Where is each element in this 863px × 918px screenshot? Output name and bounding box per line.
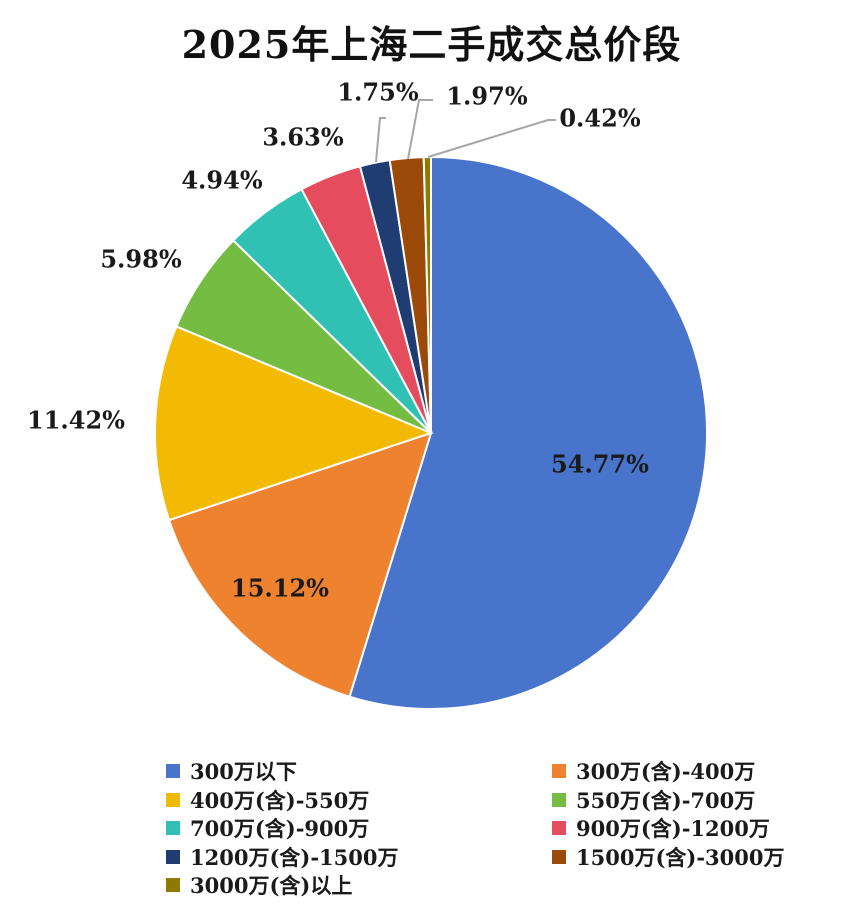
legend-swatch [552, 764, 566, 778]
chart-title: 2025年上海二手成交总价段 [181, 22, 682, 67]
pie-slices [154, 155, 708, 710]
legend-swatch [166, 764, 180, 778]
pie-slice-1 [348, 155, 708, 710]
legend-item-2: 300万(含)-400万 [552, 756, 755, 786]
legend-label: 1500万(含)-3000万 [576, 845, 785, 870]
legend-item-4: 550万(含)-700万 [552, 785, 755, 815]
legend-item-1: 300万以下 [166, 756, 297, 786]
legend-label: 400万(含)-550万 [190, 788, 370, 813]
slice-label-3: 11.42% [27, 406, 125, 435]
slice-label-2: 15.12% [231, 574, 329, 603]
legend-label: 900万(含)-1200万 [576, 816, 770, 841]
legend-swatch [552, 821, 566, 835]
slice-label-7: 1.75% [337, 78, 418, 107]
legend-item-6: 900万(含)-1200万 [552, 813, 770, 843]
slice-label-8: 1.97% [446, 82, 527, 111]
pie-chart: 54.77% 15.12% 11.42% 5.98% 4.94%3.63% 1.75% 1.… [27, 78, 708, 710]
legend-item-7: 1200万(含)-1500万 [166, 842, 398, 872]
leader-lines [375, 99, 556, 163]
slice-label-6: 3.63% [262, 123, 343, 152]
legend-label: 300万以下 [190, 759, 297, 784]
leader-line-9 [427, 119, 556, 158]
leader-line-7 [375, 117, 386, 163]
legend-label: 300万(含)-400万 [576, 759, 756, 784]
legend-item-9: 3000万(含)以上 [166, 870, 352, 900]
legend-swatch [166, 878, 180, 892]
legend: 300万以下 300万(含)-400万 400万(含)-550万 550万(含)-70… [0, 748, 863, 908]
leader-line-8 [407, 99, 433, 160]
slice-label-1: 54.77% [551, 450, 649, 479]
legend-item-8: 1500万(含)-3000万 [552, 842, 784, 872]
legend-label: 700万(含)-900万 [190, 816, 370, 841]
legend-item-3: 400万(含)-550万 [166, 785, 369, 815]
slice-label-4: 5.98% [100, 245, 181, 274]
slice-label-5: 4.94% [181, 166, 262, 195]
legend-swatch [166, 821, 180, 835]
legend-swatch [166, 850, 180, 864]
legend-label: 550万(含)-700万 [576, 788, 756, 813]
legend-item-5: 700万(含)-900万 [166, 813, 369, 843]
legend-swatch [166, 793, 180, 807]
legend-swatch [552, 793, 566, 807]
legend-label: 3000万(含)以上 [190, 873, 353, 898]
pie-slice-3 [154, 325, 434, 522]
slice-labels: 54.77% 15.12% 11.42% 5.98% 4.94%3.63% 1.75% 1.… [27, 78, 649, 603]
slice-label-9: 0.42% [559, 104, 640, 133]
legend-swatch [552, 850, 566, 864]
legend-label: 1200万(含)-1500万 [190, 845, 399, 870]
